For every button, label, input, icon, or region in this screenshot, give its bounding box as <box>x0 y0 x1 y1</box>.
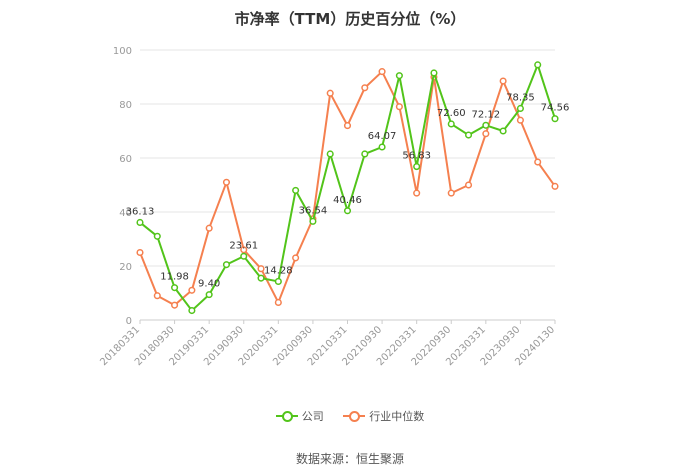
data-label: 78.35 <box>506 92 535 103</box>
y-tick-label: 100 <box>113 46 132 57</box>
data-point-industry <box>378 68 386 76</box>
data-point-company <box>326 150 334 158</box>
data-point-company <box>482 121 490 129</box>
legend-item-company[interactable]: 公司 <box>275 408 324 424</box>
data-point-company <box>413 163 421 171</box>
data-point-industry <box>240 246 248 254</box>
legend-item-industry-median[interactable]: 行业中位数 <box>343 408 424 424</box>
data-label: 72.60 <box>437 108 466 119</box>
data-label: 74.56 <box>541 103 570 114</box>
data-label: 14.28 <box>264 265 293 276</box>
data-point-company <box>551 115 559 123</box>
data-point-company <box>205 291 213 299</box>
data-point-company <box>499 127 507 135</box>
legend-industry-label: 行业中位数 <box>369 410 425 423</box>
data-point-company <box>188 307 196 315</box>
legend-company-label: 公司 <box>301 410 324 423</box>
data-point-industry <box>188 286 196 294</box>
data-point-company <box>292 186 300 194</box>
data-point-industry <box>153 292 161 300</box>
data-label: 64.07 <box>368 131 397 142</box>
data-point-industry <box>516 116 524 124</box>
y-tick-label: 0 <box>126 316 132 327</box>
data-label: 9.40 <box>198 279 220 290</box>
data-point-company <box>361 150 369 158</box>
data-point-industry <box>205 224 213 232</box>
chart-title: 市净率（TTM）历史百分位（%） <box>234 10 466 28</box>
data-label: 40.46 <box>333 195 362 206</box>
data-point-company <box>378 143 386 151</box>
data-label: 36.54 <box>299 205 328 216</box>
data-point-industry <box>413 189 421 197</box>
data-point-industry <box>292 254 300 262</box>
data-point-company <box>534 61 542 69</box>
y-tick-label: 60 <box>119 154 132 165</box>
data-point-company <box>516 104 524 113</box>
y-tick-label: 20 <box>119 262 132 273</box>
data-label: 36.13 <box>126 206 155 217</box>
data-point-company <box>430 69 438 77</box>
data-point-industry <box>274 298 282 307</box>
data-source-note: 数据来源：恒生聚源 <box>295 452 404 466</box>
data-label: 72.12 <box>472 109 501 120</box>
data-point-industry <box>222 178 231 186</box>
data-point-industry <box>136 248 144 257</box>
y-tick-label: 80 <box>119 100 132 111</box>
data-point-company <box>447 120 455 128</box>
data-point-industry <box>257 265 265 273</box>
data-point-company <box>257 274 265 282</box>
legend-industry-marker-icon <box>343 410 366 422</box>
data-point-industry <box>551 182 559 190</box>
data-point-industry <box>534 158 542 166</box>
data-point-company <box>309 217 317 225</box>
data-point-industry <box>464 181 473 189</box>
data-label: 56.83 <box>402 151 431 162</box>
data-label: 23.61 <box>229 240 258 251</box>
legend-company-marker-icon <box>275 410 298 422</box>
data-point-industry <box>395 103 403 111</box>
data-point-company <box>464 131 473 139</box>
data-label: 11.98 <box>160 272 189 283</box>
legend: 公司 行业中位数 <box>0 408 700 425</box>
y-tick-label: 40 <box>119 208 132 219</box>
series-line-company <box>139 63 556 312</box>
data-point-company <box>136 218 144 226</box>
data-point-industry <box>482 130 490 138</box>
data-point-company <box>395 72 403 80</box>
data-point-company <box>153 232 161 240</box>
data-point-company <box>171 284 179 292</box>
data-point-industry <box>171 301 179 309</box>
data-point-industry <box>326 89 334 97</box>
data-point-company <box>240 252 248 260</box>
data-point-company <box>274 277 282 285</box>
data-point-company <box>343 207 352 215</box>
line-chart: 0204060801002018033120180930201903312019… <box>98 46 570 368</box>
data-point-company <box>222 261 231 269</box>
series-line-industry <box>139 70 556 307</box>
data-point-industry <box>499 77 507 85</box>
data-point-industry <box>361 84 369 92</box>
data-point-industry <box>343 122 352 130</box>
data-point-industry <box>447 189 455 197</box>
